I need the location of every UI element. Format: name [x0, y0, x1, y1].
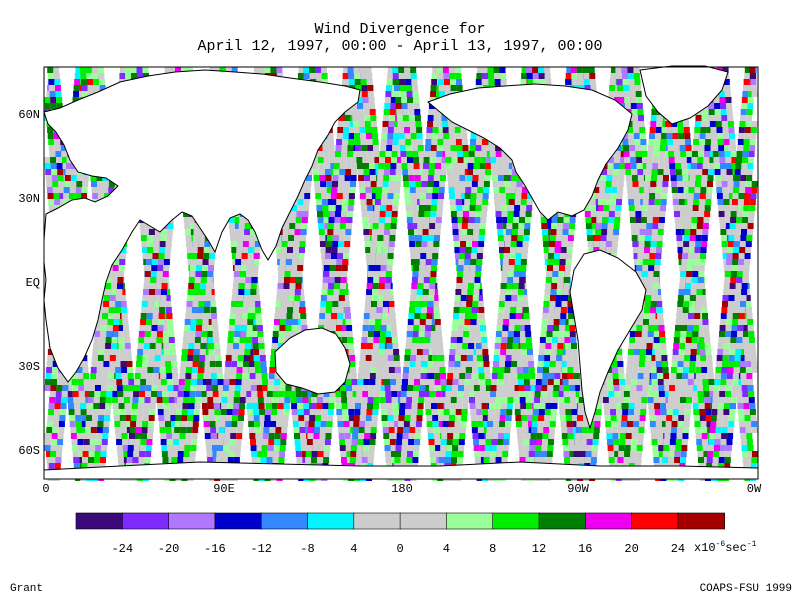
- colorbar-swatch: [214, 512, 262, 530]
- lon-label-0w: 0W: [746, 482, 762, 496]
- land-south-america: [569, 249, 647, 430]
- colorbar-swatch: [538, 512, 587, 530]
- colorbar-swatch: [75, 512, 124, 530]
- colorbar-tick-label: -20: [157, 542, 180, 556]
- lon-label-0: 0: [42, 482, 50, 496]
- lat-label-eq: EQ: [25, 276, 40, 290]
- colorbar-swatch: [122, 512, 170, 530]
- lat-label-30s: 30S: [18, 360, 40, 374]
- colorbar-swatch: [677, 512, 726, 530]
- land-eurasia-africa: [43, 69, 361, 383]
- colorbar-tick-label: -12: [250, 542, 272, 556]
- map-title-line-2: April 12, 1997, 00:00 - April 13, 1997, …: [197, 38, 603, 55]
- colorbar-swatch: [307, 512, 355, 530]
- colorbar-swatch: [631, 512, 679, 530]
- colorbar-swatch: [399, 512, 448, 530]
- colorbar-tick-label: -8: [300, 542, 315, 556]
- colorbar-swatch: [584, 512, 633, 530]
- footer-credit: COAPS-FSU 1999: [699, 583, 792, 595]
- colorbar-tick-label: 20: [624, 542, 639, 556]
- colorbar-tick-label: -24: [111, 542, 134, 556]
- lat-label-60s: 60S: [18, 444, 40, 458]
- map-frame: [43, 66, 759, 480]
- lon-label-90e: 90E: [213, 482, 235, 496]
- colorbar-swatch: [260, 512, 309, 530]
- colorbar-tick-label: 4: [442, 542, 450, 556]
- colorbar-unit-label: x10-6sec-1: [694, 540, 757, 555]
- colorbar-swatch: [492, 512, 540, 530]
- lon-label-180: 180: [391, 482, 413, 496]
- colorbar-tick-label: 12: [531, 542, 547, 556]
- colorbar-tick-label: 16: [578, 542, 593, 556]
- map-title-line-1: Wind Divergence for: [314, 21, 486, 38]
- footer-author: Grant: [10, 583, 44, 595]
- colorbar-swatch: [168, 512, 216, 530]
- colorbar-tick-label: -16: [204, 542, 226, 556]
- lon-label-90w: 90W: [567, 482, 589, 496]
- land-masses: [43, 65, 759, 480]
- colorbar-tick-label: 4: [350, 542, 358, 556]
- colorbar: [75, 512, 726, 530]
- colorbar-tick-label: 0: [396, 542, 404, 556]
- colorbar-tick-label: 24: [670, 542, 686, 556]
- lat-label-30n: 30N: [18, 192, 40, 206]
- colorbar-tick-label: 8: [489, 542, 497, 556]
- land-greenland: [639, 65, 729, 125]
- colorbar-swatch: [353, 512, 401, 530]
- land-australia: [274, 327, 351, 395]
- colorbar-swatch: [446, 512, 494, 530]
- land-north-america: [427, 83, 633, 221]
- lat-label-60n: 60N: [18, 108, 40, 122]
